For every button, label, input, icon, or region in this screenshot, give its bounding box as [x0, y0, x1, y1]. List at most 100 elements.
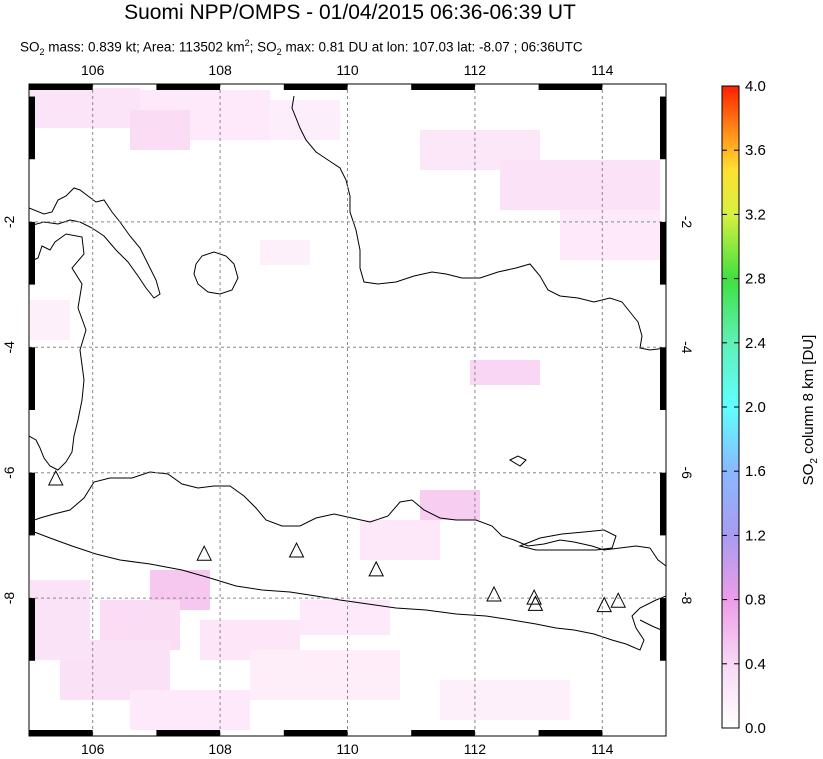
- border-bar-lon: [283, 84, 348, 90]
- colorbar-tick-label: 0.4: [745, 656, 766, 673]
- volcano-ijen-icon: [610, 592, 627, 608]
- volcano-krakatau-icon: [47, 469, 64, 486]
- so2-pixel: [470, 360, 540, 385]
- colorbar-label-rest: column 8 km [DU]: [800, 334, 817, 459]
- lat-tick-label-right: -4: [679, 341, 695, 354]
- colorbar-tick-label: 0.0: [745, 720, 766, 737]
- lon-tick-label: 106: [81, 62, 105, 78]
- border-bar-lon: [411, 84, 475, 90]
- lat-tick-label-left: -2: [1, 215, 17, 228]
- subtitle-sub2b: 2: [276, 47, 282, 58]
- border-bar-lat: [29, 598, 35, 661]
- subtitle-sup2: 2: [244, 38, 250, 48]
- colorbar-tick-label: 3.6: [745, 142, 766, 159]
- subtitle-so2: SO: [20, 39, 40, 55]
- lon-tick-label: 110: [336, 741, 359, 757]
- coastline-java-east-tip: [649, 547, 666, 567]
- border-bar-lon: [538, 730, 603, 736]
- so2-pixel-layer: [30, 88, 660, 730]
- colorbar-ticks: 4.0 3.6 3.2 2.8 2.4 2.0 1.6 1.2 0.8 0.4 0.0: [722, 78, 766, 737]
- border-bar-lat: [660, 472, 666, 536]
- border-bar-lon: [156, 84, 221, 90]
- colorbar-tick-label: 1.2: [745, 527, 766, 544]
- so2-pixel: [250, 650, 400, 700]
- coastline-sumatra: [29, 233, 87, 471]
- lon-tick-label: 112: [464, 741, 487, 757]
- so2-pixel: [500, 160, 660, 210]
- map-border-ticks: [29, 84, 666, 736]
- colorbar-label: SO2 column 8 km [DU]: [800, 335, 820, 486]
- coastline-java-south: [29, 529, 666, 651]
- colorbar-label-sub: 2: [809, 458, 820, 464]
- colorbar-tick-label: 2.4: [745, 335, 766, 352]
- border-bar-lon: [156, 730, 221, 736]
- lat-tick-label-right: -2: [679, 216, 695, 229]
- colorbar-tick-label: 2.0: [745, 399, 766, 416]
- border-bar-lat: [660, 96, 666, 160]
- coastline-java-north: [29, 471, 651, 551]
- so2-pixel: [440, 680, 570, 720]
- volcano-semeru-2-icon: [527, 595, 544, 611]
- subtitle-mass: mass: 0.839 kt; Area: 113502 km: [44, 39, 245, 55]
- lat-tick-label-right: -6: [679, 466, 695, 479]
- coastlines: [29, 95, 666, 651]
- so2-pixel: [260, 240, 310, 265]
- so2-pixel: [300, 600, 390, 635]
- coastline-madura: [518, 529, 617, 551]
- so2-pixel: [30, 300, 70, 340]
- so2-pixel: [560, 210, 660, 260]
- colorbar-tick-label: 4.0: [745, 78, 766, 95]
- border-bar-lat: [660, 221, 666, 285]
- border-bar-lon: [283, 730, 348, 736]
- coastline-karimunjawa: [508, 455, 527, 467]
- so2-pixel: [30, 88, 140, 128]
- border-bar-lon: [538, 84, 603, 90]
- so2-pixel: [270, 100, 340, 140]
- so2-pixel: [130, 690, 250, 730]
- volcano-slamet-icon: [288, 541, 305, 558]
- volcano-merapi-icon: [368, 560, 384, 577]
- colorbar-tick-label: 2.8: [745, 271, 766, 288]
- volcano-guntur-icon: [196, 545, 212, 561]
- volcano-semeru-icon: [526, 588, 542, 605]
- lon-tick-label: 112: [464, 62, 487, 78]
- lon-tick-label: 106: [81, 741, 105, 757]
- map-title: Suomi NPP/OMPS - 01/04/2015 06:36-06:39 …: [124, 1, 576, 24]
- so2-pixel: [30, 580, 90, 660]
- border-bar-lat: [29, 96, 35, 160]
- volcano-markers: [47, 469, 627, 613]
- lon-tick-label: 114: [591, 62, 614, 78]
- lat-tick-label-left: -6: [1, 466, 17, 479]
- coastline-belitung: [193, 251, 239, 295]
- lon-tick-label: 110: [336, 62, 359, 78]
- lon-tick-label: 108: [208, 62, 232, 78]
- border-bar-lat: [29, 221, 35, 285]
- subtitle-so2max: ; SO: [249, 39, 277, 55]
- border-bar-lat: [660, 347, 666, 410]
- subtitle-sub2: 2: [39, 47, 45, 58]
- map-gridlines: [29, 84, 666, 736]
- border-bar-lon: [29, 730, 93, 736]
- volcano-raung-icon: [596, 596, 613, 613]
- border-bar-lat: [660, 598, 666, 661]
- so2-pixel: [130, 110, 190, 150]
- border-bar-lon: [411, 730, 475, 736]
- border-bar-lat: [29, 347, 35, 410]
- lat-tick-label-right: -8: [679, 592, 695, 605]
- so2-pixel: [360, 520, 440, 560]
- volcano-kelut-icon: [486, 585, 502, 602]
- map-subtitle: SO2 mass: 0.839 kt; Area: 113502 km2; SO…: [20, 34, 720, 61]
- lon-tick-label: 108: [208, 741, 232, 757]
- lon-tick-label: 114: [591, 741, 614, 757]
- coastline-bangka: [29, 187, 161, 299]
- coastline-kalimantan: [291, 95, 666, 351]
- colorbar-tick-label: 3.2: [745, 206, 766, 223]
- map-axis-labels: 106 106 108 108 110 110 112 112 114 114 -2 -2 -4 -4 -6…: [1, 62, 695, 757]
- lat-tick-label-left: -4: [1, 341, 17, 354]
- colorbar-tick-label: 1.6: [745, 463, 766, 480]
- so2-pixel: [420, 490, 480, 520]
- lat-tick-label-left: -8: [1, 592, 17, 605]
- border-bar-lon: [29, 84, 93, 90]
- colorbar-tick-label: 0.8: [745, 592, 766, 609]
